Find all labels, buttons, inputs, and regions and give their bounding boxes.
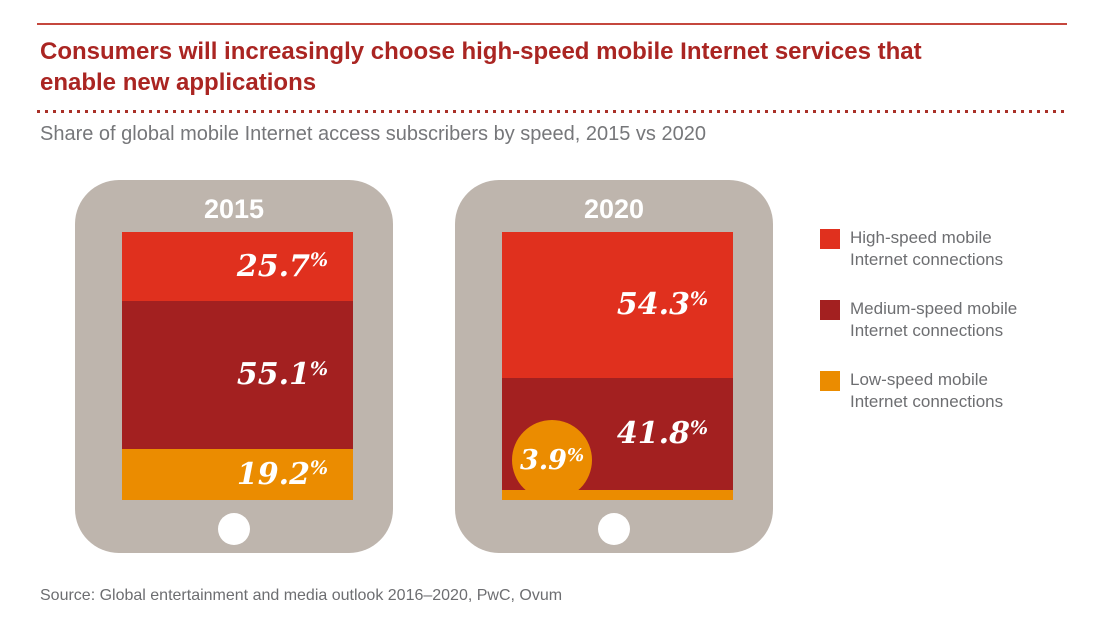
percent-sign: %: [310, 357, 329, 380]
segment-2020-high-speed: 54.3%: [502, 232, 733, 378]
legend-label: Medium-speed mobile Internet connections: [850, 299, 1018, 340]
segment-value: 54.3: [616, 287, 690, 323]
segment-2015-high-speed: 25.7%: [122, 232, 353, 301]
stacked-bar-2020: 54.3% 41.8% 3.9%: [502, 232, 733, 500]
legend-item-low-speed: Low-speed mobile Internet connections: [820, 369, 1050, 413]
segment-value: 3.9: [519, 444, 567, 476]
percent-sign: %: [310, 457, 329, 480]
segment-value: 19.2: [236, 456, 310, 492]
segment-2015-low-speed: 19.2%: [122, 448, 353, 500]
segment-2015-medium-speed: 55.1%: [122, 300, 353, 449]
medium-speed-swatch: [820, 300, 840, 320]
high-speed-swatch: [820, 229, 840, 249]
low-speed-swatch: [820, 371, 840, 391]
year-label-2020: 2020: [583, 194, 645, 224]
chart-subtitle: Share of global mobile Internet access s…: [40, 123, 706, 145]
top-accent-rule: [37, 23, 1067, 25]
tablet-2015: 2015 25.7% 55.1% 19.2%: [75, 180, 393, 553]
dotted-divider: [37, 110, 1067, 113]
page-title-line1: Consumers will increasingly choose high-…: [40, 38, 922, 65]
low-speed-callout-bubble: 3.9%: [512, 420, 592, 500]
home-button-icon: [218, 513, 250, 545]
percent-sign: %: [566, 444, 585, 466]
home-button-icon: [598, 513, 630, 545]
percent-sign: %: [310, 249, 329, 272]
year-label-2015: 2015: [203, 194, 265, 224]
page-title: Consumers will increasingly choose high-…: [40, 36, 1050, 98]
segment-value: 41.8: [616, 416, 690, 452]
percent-sign: %: [690, 416, 709, 439]
legend-label: Low-speed mobile Internet connections: [850, 370, 1004, 411]
stacked-bar-2015: 25.7% 55.1% 19.2%: [122, 232, 353, 500]
legend: High-speed mobile Internet connections M…: [820, 227, 1050, 440]
segment-2020-low-speed: [502, 489, 733, 500]
segment-value: 25.7: [236, 248, 310, 284]
legend-item-medium-speed: Medium-speed mobile Internet connections: [820, 298, 1050, 342]
legend-label: High-speed mobile Internet connections: [850, 228, 1004, 269]
percent-sign: %: [690, 287, 709, 310]
page-title-line2: enable new applications: [40, 69, 317, 96]
segment-value: 55.1: [236, 357, 310, 393]
tablet-2020: 2020 54.3% 41.8% 3.9%: [455, 180, 773, 553]
source-note: Source: Global entertainment and media o…: [40, 587, 563, 604]
legend-item-high-speed: High-speed mobile Internet connections: [820, 227, 1050, 271]
